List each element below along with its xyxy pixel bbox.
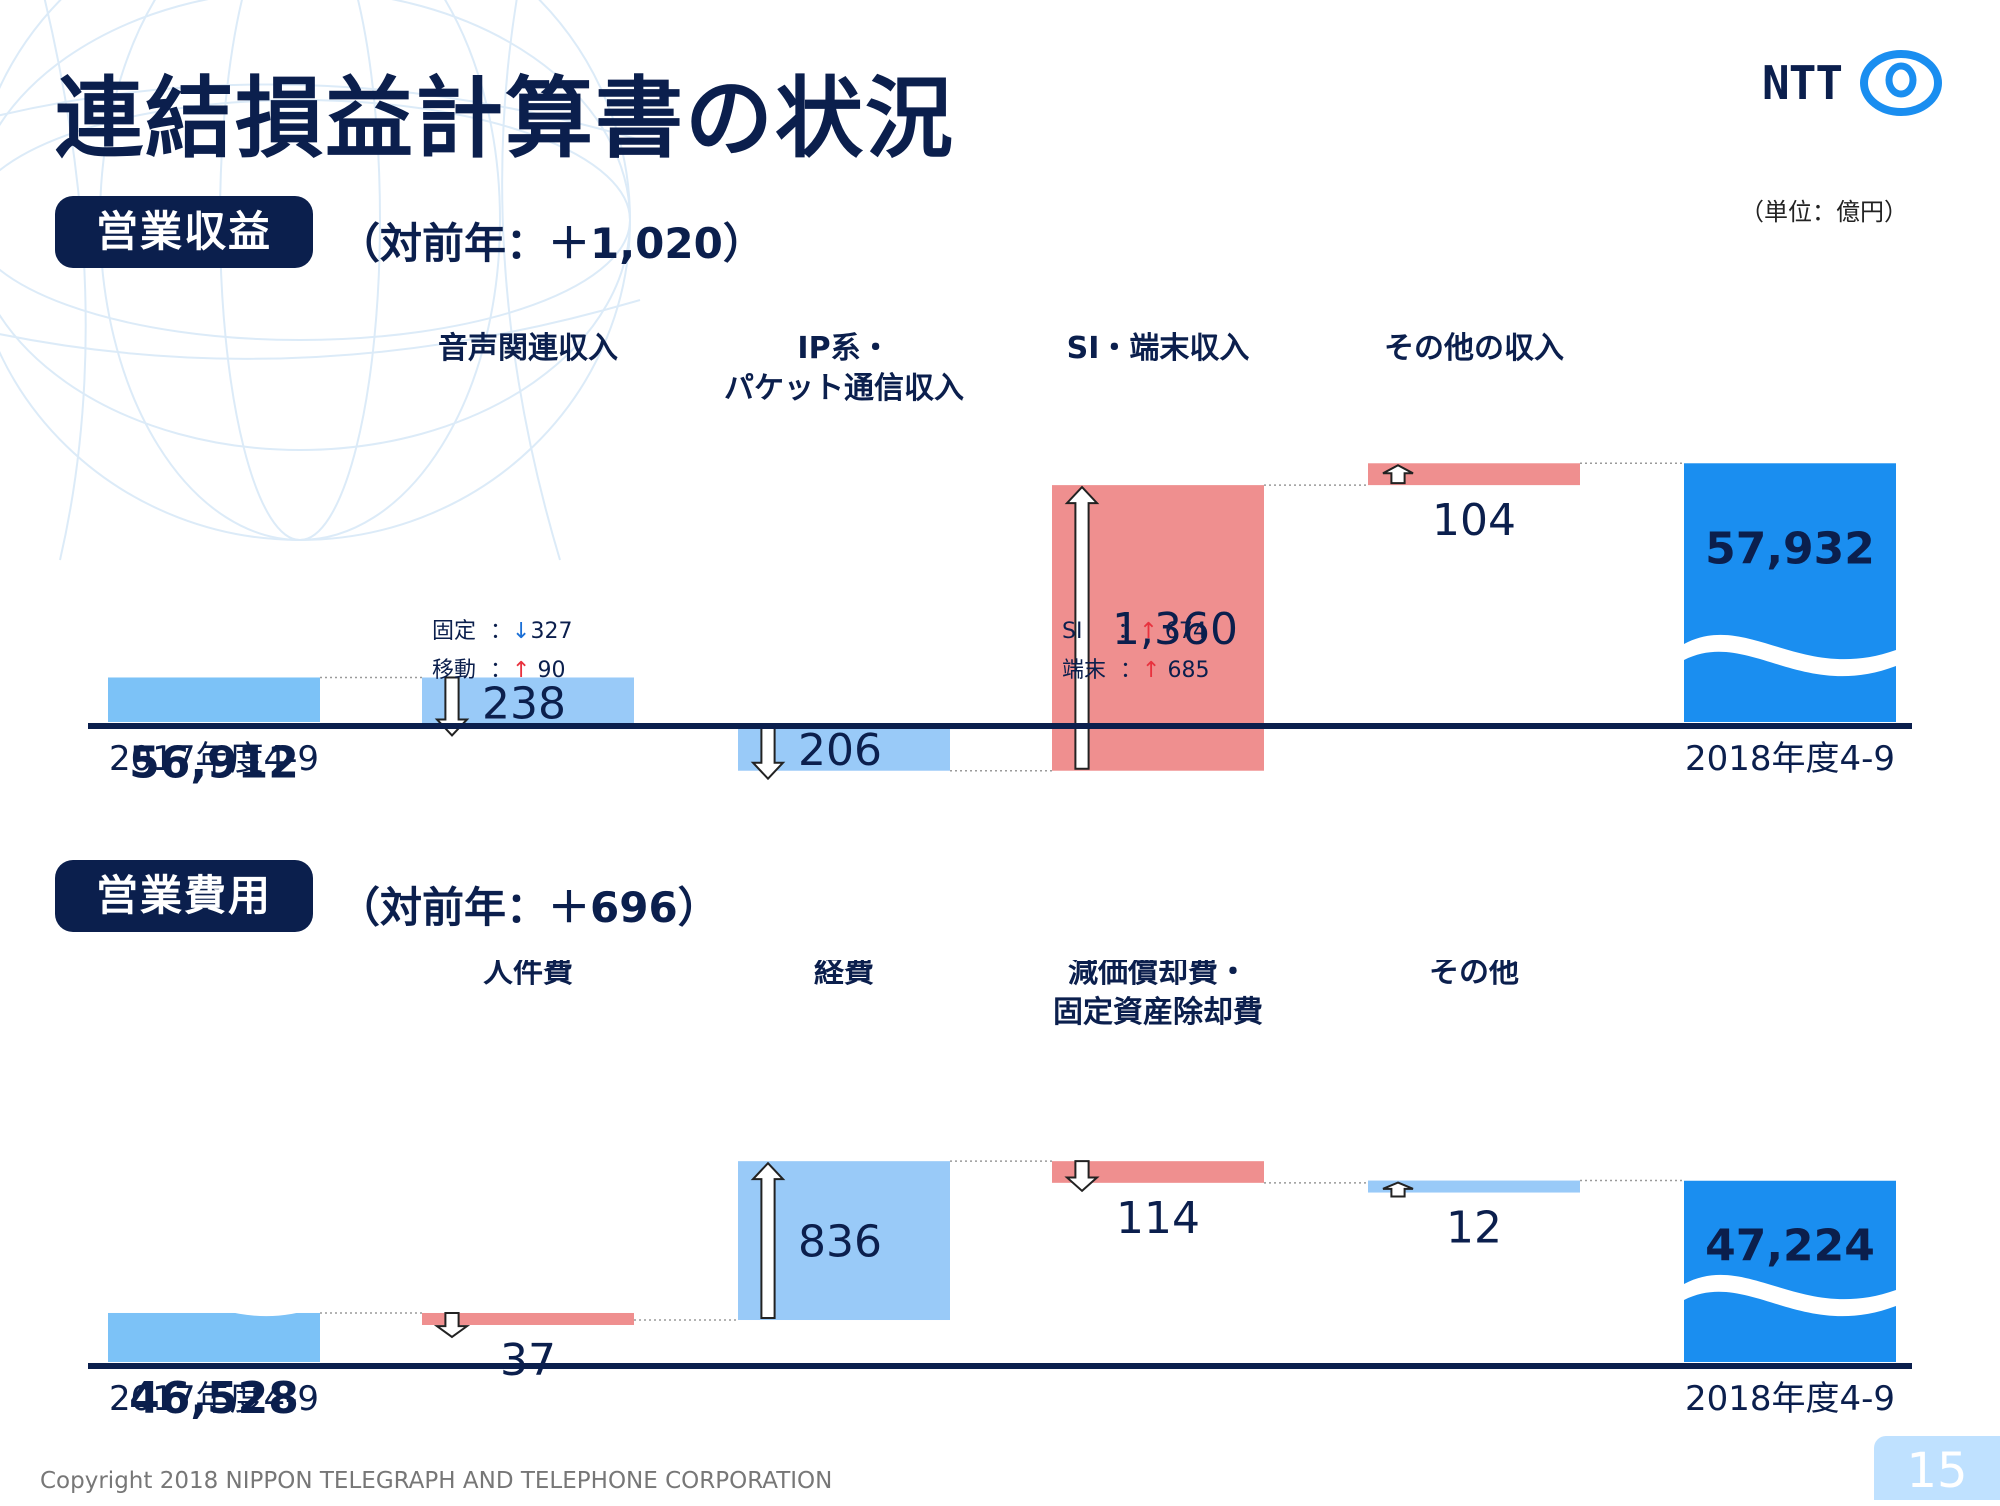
page-title: 連結損益計算書の状況 (55, 67, 956, 170)
end-value-label: 57,932 (1705, 523, 1875, 574)
end-bar-wave (1684, 634, 1896, 677)
expense-badge: 営業費用 (55, 860, 313, 932)
ntt-ring-icon (1860, 50, 1942, 116)
step-category-label: 減価償却費・ (1068, 960, 1248, 990)
detail-voice-mobile: 移動 ：↑ 90 (432, 658, 566, 683)
step-value-label: 206 (798, 725, 882, 776)
up-arrow-icon (1382, 464, 1414, 485)
step-category-label: その他 (1429, 960, 1519, 990)
step-category-label: 固定資産除却費 (1053, 995, 1263, 1030)
end-bar-wave (1684, 1274, 1896, 1317)
detail-name: SI (1062, 619, 1083, 644)
step-bar (1052, 1161, 1264, 1183)
up-arrow-icon (750, 1161, 786, 1320)
up-arrow-icon: ↑ (1142, 658, 1161, 683)
step-bar (1368, 463, 1580, 486)
ntt-logo-text: NTT (1762, 56, 1843, 110)
step-value-label: 114 (1116, 1193, 1200, 1244)
step-value-label: 836 (798, 1217, 882, 1268)
start-bar (108, 677, 320, 722)
up-arrow-icon: ↑ (512, 658, 531, 683)
background-globe-decoration (0, 0, 641, 561)
detail-name: 固定 (432, 619, 477, 644)
step-bar (422, 1312, 634, 1325)
detail-value: 674 (1164, 619, 1207, 644)
step-value-label: 37 (500, 1335, 556, 1386)
detail-terminal: 端末 ：↑ 685 (1062, 658, 1210, 683)
down-arrow-icon: ↓ (512, 619, 531, 644)
detail-value: 90 (537, 658, 566, 683)
end-period-label: 2018年度4-9 (1685, 1379, 1895, 1419)
start-bar-wave (108, 1274, 320, 1317)
detail-name: 端末 (1062, 658, 1107, 683)
copyright-footer: Copyright 2018 NIPPON TELEGRAPH AND TELE… (40, 1468, 833, 1494)
start-period-label: 2017年度4-9 (109, 1379, 319, 1419)
down-arrow-icon (1064, 1160, 1100, 1193)
up-arrow-icon (1382, 1181, 1414, 1198)
start-value-label: 46,528 (129, 1373, 299, 1424)
start-value-label: 56,912 (129, 737, 299, 788)
detail-value: 327 (530, 619, 573, 644)
detail-voice-fixed: 固定 ：↓327 (432, 619, 573, 644)
step-category-label: パケット通信収入 (724, 371, 964, 406)
step-category-label: SI・端末収入 (1067, 331, 1250, 366)
step-value-label: 238 (482, 678, 566, 729)
page-number: 15 (1874, 1436, 2000, 1500)
end-period-label: 2018年度4-9 (1685, 739, 1895, 779)
step-value-label: 12 (1446, 1203, 1502, 1254)
end-bar (1684, 1180, 1896, 1362)
end-bar (1684, 463, 1896, 722)
step-category-label: IP系・ (797, 331, 890, 366)
up-arrow-icon (1064, 485, 1100, 770)
detail-name: 移動 (432, 658, 477, 683)
up-arrow-icon: ↑ (1139, 619, 1158, 644)
step-category-label: その他の収入 (1384, 331, 1564, 366)
down-arrow-icon (434, 676, 470, 737)
expense-yoy-label: （対前年：＋696） (338, 883, 720, 932)
end-value-label: 47,224 (1705, 1221, 1875, 1272)
down-arrow-icon (433, 1311, 471, 1339)
revenue-badge: 営業収益 (55, 196, 313, 268)
detail-si: SI ：↑ 674 (1062, 619, 1207, 644)
step-category-label: 音声関連収入 (438, 331, 618, 366)
step-category-label: 人件費 (483, 960, 573, 990)
step-bar (1368, 1180, 1580, 1193)
step-value-label: 1,360 (1112, 604, 1238, 655)
step-value-label: 104 (1432, 495, 1516, 546)
detail-value: 685 (1167, 658, 1210, 683)
start-bar (108, 1312, 320, 1362)
step-category-label: 経費 (814, 960, 874, 990)
start-bar-wave (108, 634, 320, 677)
unit-label: （単位：億円） (1740, 198, 1908, 226)
revenue-yoy-label: （対前年：＋1,020） (338, 219, 765, 268)
start-period-label: 2017年度4-9 (109, 739, 319, 779)
